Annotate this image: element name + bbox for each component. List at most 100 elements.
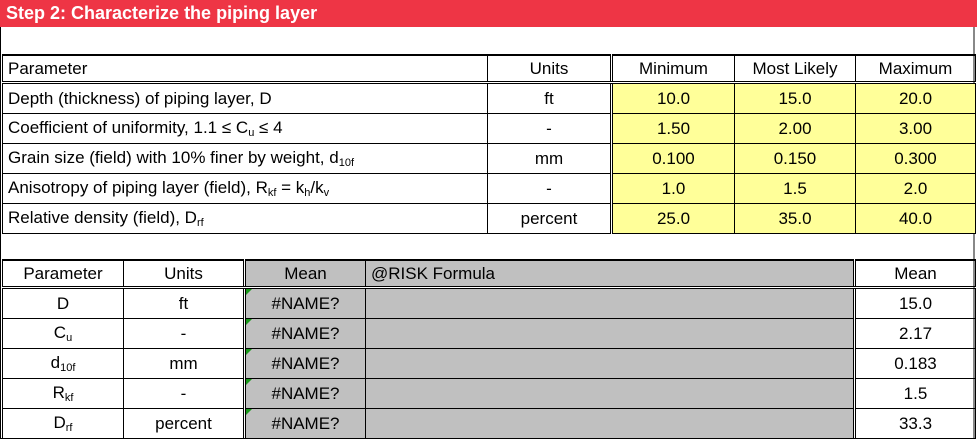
- most-likely-cell[interactable]: 15.0: [734, 82, 856, 114]
- subscript: u: [66, 332, 73, 344]
- units-cell[interactable]: -: [487, 173, 612, 204]
- parameter-cell[interactable]: Drf: [2, 408, 124, 439]
- mean-error-text: #NAME?: [271, 383, 340, 403]
- units-cell[interactable]: -: [123, 318, 245, 349]
- most-likely-cell[interactable]: 1.5: [734, 173, 856, 204]
- table-row: Drf percent #NAME? 33.3: [2, 408, 976, 439]
- units-cell[interactable]: -: [123, 378, 245, 409]
- parameter-text: /k: [310, 178, 324, 197]
- header-minimum: Minimum: [610, 54, 735, 84]
- units-cell[interactable]: mm: [123, 348, 245, 379]
- minimum-cell[interactable]: 1.50: [610, 113, 735, 144]
- minimum-cell[interactable]: 25.0: [610, 203, 735, 234]
- parameter-text: Coefficient of uniformity, 1.1 ≤ C: [8, 118, 249, 137]
- error-indicator-icon: [247, 409, 252, 415]
- mean-formula-cell[interactable]: #NAME?: [243, 348, 366, 379]
- risk-formula-cell[interactable]: [365, 408, 855, 439]
- header-parameter: Parameter: [2, 54, 488, 84]
- mean-value-cell[interactable]: 2.17: [853, 318, 976, 349]
- parameter-cell[interactable]: Rkf: [2, 378, 124, 409]
- parameter-symbol: D: [56, 293, 70, 313]
- most-likely-cell[interactable]: 2.00: [734, 113, 856, 144]
- parameter-text: Anisotropy of piping layer (field), R: [8, 178, 268, 197]
- mean-error-text: #NAME?: [271, 323, 340, 343]
- parameter-cell[interactable]: d10f: [2, 348, 124, 379]
- subscript: h: [304, 187, 311, 199]
- risk-formula-cell[interactable]: [365, 287, 855, 319]
- units-cell[interactable]: ft: [123, 287, 245, 319]
- maximum-cell[interactable]: 3.00: [855, 113, 976, 144]
- mean-value-cell[interactable]: 33.3: [853, 408, 976, 439]
- parameter-symbol: C: [53, 323, 67, 342]
- error-indicator-icon: [247, 289, 252, 295]
- mean-formula-cell[interactable]: #NAME?: [243, 287, 366, 319]
- parameter-cell[interactable]: Cu: [2, 318, 124, 349]
- subscript: rf: [65, 422, 73, 434]
- mean-formula-cell[interactable]: #NAME?: [243, 318, 366, 349]
- risk-formula-cell[interactable]: [365, 318, 855, 349]
- header-risk-formula: @RISK Formula: [365, 259, 855, 289]
- units-cell[interactable]: mm: [487, 143, 612, 174]
- units-cell[interactable]: -: [487, 113, 612, 144]
- header-units: Units: [487, 54, 612, 84]
- parameter-cell[interactable]: Depth (thickness) of piping layer, D: [2, 82, 488, 114]
- header-most-likely: Most Likely: [734, 54, 856, 84]
- maximum-cell[interactable]: 0.300: [855, 143, 976, 174]
- table-row: Relative density (field), Drf percent 25…: [2, 203, 976, 234]
- parameter-text: Relative density (field), D: [8, 208, 197, 227]
- risk-formula-cell[interactable]: [365, 348, 855, 379]
- mean-error-text: #NAME?: [271, 413, 340, 433]
- most-likely-cell[interactable]: 35.0: [734, 203, 856, 234]
- table-row: Coefficient of uniformity, 1.1 ≤ Cu ≤ 4 …: [2, 113, 976, 144]
- mean-formula-cell[interactable]: #NAME?: [243, 408, 366, 439]
- mean-value-cell[interactable]: 15.0: [853, 287, 976, 319]
- subscript: u: [248, 127, 255, 139]
- table-header-row: Parameter Units Minimum Most Likely Maxi…: [2, 54, 976, 84]
- subscript: kf: [267, 187, 277, 199]
- step-title: Step 2: Characterize the piping layer: [0, 0, 977, 27]
- units-cell[interactable]: percent: [487, 203, 612, 234]
- table-header-row: Parameter Units Mean @RISK Formula Mean: [2, 259, 976, 289]
- parameter-cell[interactable]: Anisotropy of piping layer (field), Rkf …: [2, 173, 488, 204]
- maximum-cell[interactable]: 20.0: [855, 82, 976, 114]
- table-row: Depth (thickness) of piping layer, D ft …: [2, 82, 976, 114]
- most-likely-cell[interactable]: 0.150: [734, 143, 856, 174]
- table-row: Grain size (field) with 10% finer by wei…: [2, 143, 976, 174]
- maximum-cell[interactable]: 2.0: [855, 173, 976, 204]
- maximum-cell[interactable]: 40.0: [855, 203, 976, 234]
- table-row: d10f mm #NAME? 0.183: [2, 348, 976, 379]
- parameter-symbol: d: [50, 353, 61, 372]
- minimum-cell[interactable]: 10.0: [610, 82, 735, 114]
- table-row: Anisotropy of piping layer (field), Rkf …: [2, 173, 976, 204]
- subscript: v: [323, 187, 330, 199]
- mean-value-cell[interactable]: 0.183: [853, 348, 976, 379]
- header-maximum: Maximum: [855, 54, 976, 84]
- table-row: D ft #NAME? 15.0: [2, 287, 976, 319]
- mean-error-text: #NAME?: [271, 353, 340, 373]
- error-indicator-icon: [247, 349, 252, 355]
- mean-value-cell[interactable]: 1.5: [853, 378, 976, 409]
- subscript: rf: [196, 217, 204, 229]
- subscript: 10f: [60, 362, 76, 374]
- input-parameters-table: Parameter Units Minimum Most Likely Maxi…: [2, 54, 976, 234]
- minimum-cell[interactable]: 1.0: [610, 173, 735, 204]
- parameter-cell[interactable]: Relative density (field), Drf: [2, 203, 488, 234]
- parameter-symbol: R: [52, 383, 65, 402]
- mean-formula-cell[interactable]: #NAME?: [243, 378, 366, 409]
- parameter-text: Depth (thickness) of piping layer, D: [8, 88, 272, 108]
- units-cell[interactable]: ft: [487, 82, 612, 114]
- parameter-symbol: D: [53, 413, 66, 432]
- parameter-text: Grain size (field) with 10% finer by wei…: [8, 148, 339, 167]
- risk-formula-cell[interactable]: [365, 378, 855, 409]
- parameter-text: ≤ 4: [254, 118, 283, 137]
- table-row: Rkf - #NAME? 1.5: [2, 378, 976, 409]
- header-units: Units: [123, 259, 245, 289]
- parameter-cell[interactable]: Coefficient of uniformity, 1.1 ≤ Cu ≤ 4: [2, 113, 488, 144]
- parameter-cell[interactable]: Grain size (field) with 10% finer by wei…: [2, 143, 488, 174]
- header-mean: Mean: [243, 259, 366, 289]
- mean-error-text: #NAME?: [271, 293, 340, 313]
- error-indicator-icon: [247, 379, 252, 385]
- minimum-cell[interactable]: 0.100: [610, 143, 735, 174]
- parameter-cell[interactable]: D: [2, 287, 124, 319]
- units-cell[interactable]: percent: [123, 408, 245, 439]
